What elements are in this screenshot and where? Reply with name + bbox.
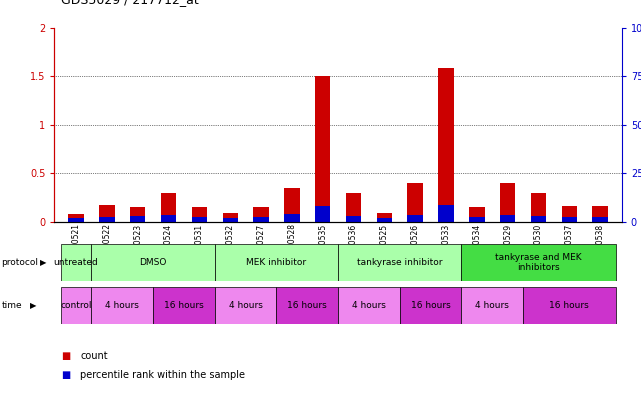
Text: time: time [1,301,22,310]
Bar [61,287,92,324]
Text: 4 hours: 4 hours [229,301,263,310]
Bar [161,193,176,222]
Text: ■: ■ [61,370,70,380]
Bar [500,215,515,222]
Text: control: control [60,301,92,310]
Bar [377,213,392,222]
Bar [215,244,338,281]
Bar [153,287,215,324]
Bar [222,218,238,222]
Text: count: count [80,351,108,361]
Text: untreated: untreated [54,258,99,267]
Text: 16 hours: 16 hours [411,301,451,310]
Bar [315,76,330,222]
Bar [161,215,176,222]
Text: tankyrase and MEK
inhibitors: tankyrase and MEK inhibitors [495,253,582,272]
Bar [562,217,577,222]
Bar [531,193,546,222]
Text: 16 hours: 16 hours [287,301,327,310]
Bar [338,244,462,281]
Text: protocol: protocol [1,258,38,267]
Bar [562,206,577,222]
Bar [462,244,615,281]
Bar [69,214,84,222]
Bar [61,244,92,281]
Bar [315,206,330,222]
Bar [469,217,485,222]
Bar [130,216,146,222]
Bar [469,208,485,222]
Bar [377,218,392,222]
Bar [462,287,523,324]
Bar [500,183,515,222]
Bar [338,287,400,324]
Bar [130,208,146,222]
Bar [346,193,362,222]
Bar [192,217,207,222]
Bar [215,287,276,324]
Bar [276,287,338,324]
Bar [253,208,269,222]
Bar [99,217,115,222]
Text: ■: ■ [61,351,70,361]
Bar [408,183,423,222]
Bar [523,287,615,324]
Bar [192,208,207,222]
Bar [408,215,423,222]
Text: tankyrase inhibitor: tankyrase inhibitor [357,258,442,267]
Text: 16 hours: 16 hours [164,301,204,310]
Text: ▶: ▶ [30,301,37,310]
Text: ▶: ▶ [40,258,46,267]
Text: DMSO: DMSO [140,258,167,267]
Bar [253,217,269,222]
Bar [592,217,608,222]
Bar [400,287,462,324]
Text: 4 hours: 4 hours [476,301,509,310]
Bar [438,68,454,222]
Text: 4 hours: 4 hours [105,301,139,310]
Bar [531,216,546,222]
Bar [92,244,215,281]
Text: percentile rank within the sample: percentile rank within the sample [80,370,245,380]
Bar [284,214,299,222]
Bar [99,204,115,222]
Text: 4 hours: 4 hours [352,301,386,310]
Bar [346,216,362,222]
Bar [592,206,608,222]
Bar [222,213,238,222]
Bar [92,287,153,324]
Bar [284,188,299,222]
Text: GDS5029 / 217712_at: GDS5029 / 217712_at [61,0,199,6]
Text: MEK inhibitor: MEK inhibitor [246,258,306,267]
Text: 16 hours: 16 hours [549,301,589,310]
Bar [438,204,454,222]
Bar [69,218,84,222]
